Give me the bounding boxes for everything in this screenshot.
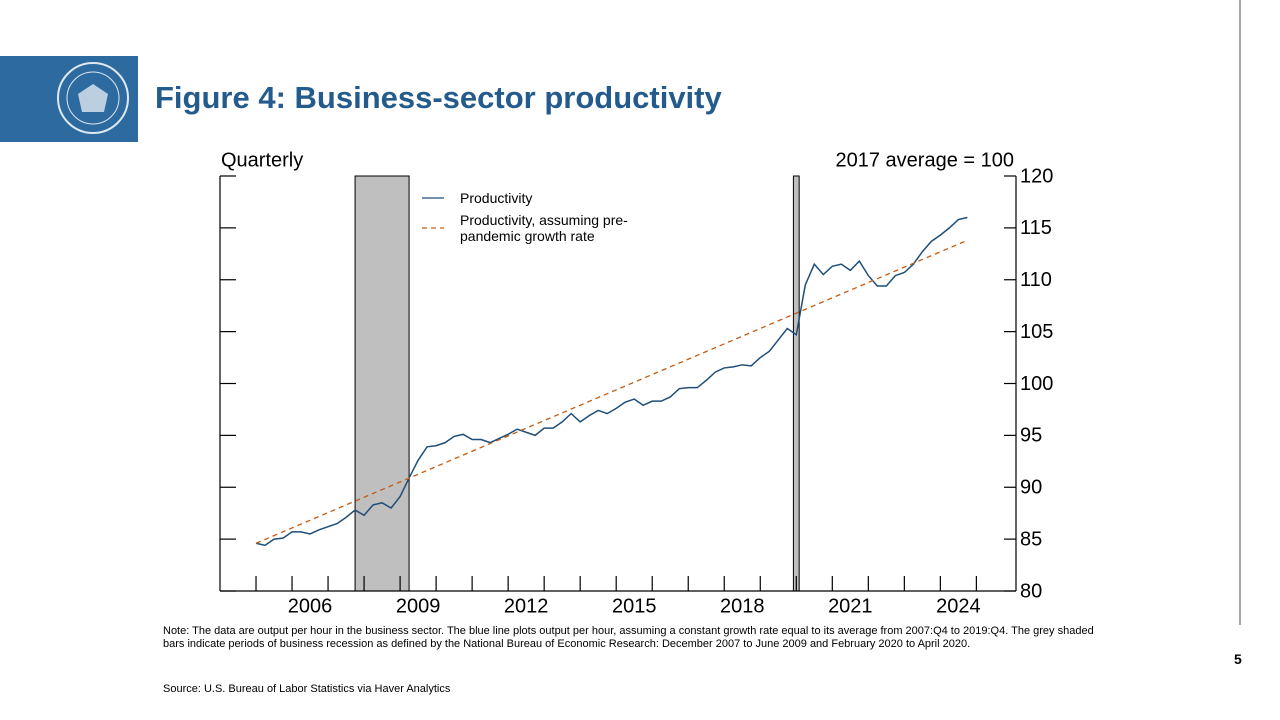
x-tick-label: 2018 [720,595,765,617]
x-tick-label: 2006 [288,595,333,617]
y-tick-label: 115 [1020,217,1052,239]
left-note: Quarterly [221,149,303,171]
x-tick-label: 2015 [612,595,657,617]
seal [57,62,129,134]
divider [1239,0,1241,625]
y-tick-label: 95 [1020,425,1042,447]
y-tick-label: 90 [1020,477,1042,499]
x-tick-label: 2012 [504,595,549,617]
recession-bar [792,175,800,592]
x-tick-label: 2021 [828,595,873,617]
legend-label: Productivity, assuming pre-pandemic grow… [460,212,628,244]
x-tick-label: 2009 [396,595,441,617]
y-tick-label: 110 [1020,269,1052,291]
x-tick-label: 2024 [936,595,981,617]
y-tick-label: 80 [1020,580,1042,602]
y-tick-label: 120 [1020,165,1053,187]
y-tick-label: 105 [1020,321,1053,343]
recession-bar [354,175,410,592]
logo-box [0,56,138,142]
series-line [255,216,968,547]
y-tick-label: 100 [1020,373,1053,395]
slide-title: Figure 4: Business-sector productivity [155,80,722,115]
legend-label: Productivity [460,190,533,206]
note: Note: The data are output per hour in th… [163,625,1094,650]
y-tick-label: 85 [1020,528,1042,550]
right-note: 2017 average = 100 [836,149,1015,171]
page-number: 5 [1234,651,1242,667]
source: Source: U.S. Bureau of Labor Statistics … [163,683,451,695]
series-line [255,239,968,544]
